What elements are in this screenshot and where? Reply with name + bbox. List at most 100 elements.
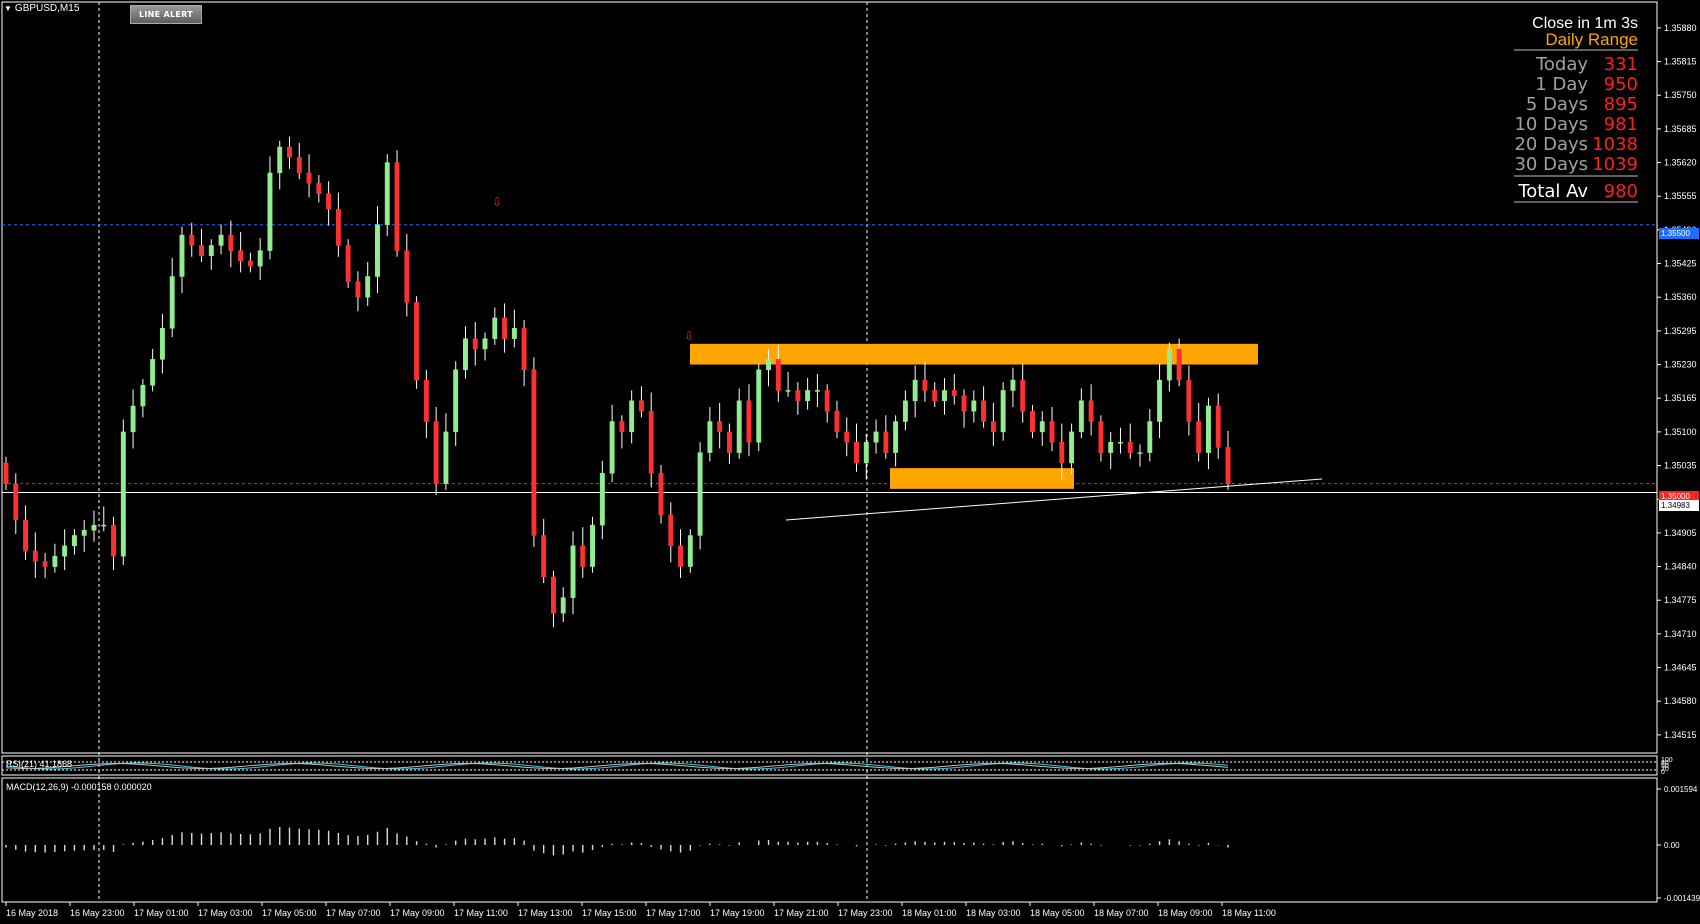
bull-candle <box>1010 379 1016 391</box>
price-tag-red: 1.35000 <box>1659 491 1699 502</box>
bull-candle <box>169 276 175 329</box>
bull-candle <box>365 276 371 298</box>
macd-label: MACD(12,26,9) -0.000158 0.000020 <box>6 782 152 792</box>
bear-candle <box>238 250 244 262</box>
bear-candle <box>111 524 116 557</box>
daily-range-row-value: 981 <box>1603 114 1638 135</box>
bull-candle <box>52 555 58 567</box>
price-axis-label: 1.35360 <box>1664 292 1697 302</box>
price-axis-label: 1.35750 <box>1664 90 1697 100</box>
bear-candle <box>990 421 996 433</box>
bear-candle <box>326 193 332 210</box>
bear-candle <box>335 208 341 246</box>
bear-candle <box>32 550 38 562</box>
bear-candle <box>658 473 664 516</box>
price-axis-label: 1.35880 <box>1664 23 1697 33</box>
price-axis-label: 1.35035 <box>1664 461 1697 471</box>
bear-candle <box>961 395 967 412</box>
bull-candle <box>81 530 87 536</box>
time-axis-label: 18 May 01:00 <box>902 908 957 918</box>
bull-candle <box>453 369 459 433</box>
daily-range-row-value: 1038 <box>1592 134 1638 155</box>
time-axis-label: 16 May 23:00 <box>70 908 125 918</box>
price-axis-label: 1.35295 <box>1664 326 1697 336</box>
bear-candle <box>189 234 195 246</box>
time-axis-label: 18 May 03:00 <box>966 908 1021 918</box>
dropdown-triangle-icon[interactable]: ▼ <box>4 4 12 13</box>
bear-candle <box>638 400 644 412</box>
time-axis-label: 16 May 2018 <box>6 908 58 918</box>
bear-candle <box>1020 379 1026 412</box>
bull-candle <box>590 524 596 567</box>
price-axis-label: 1.35685 <box>1664 124 1697 134</box>
bear-candle <box>423 379 429 422</box>
bull-candle <box>814 390 820 392</box>
bear-candle <box>922 379 928 391</box>
bear-candle <box>1196 421 1202 453</box>
price-tag-blue: 1.35500 <box>1659 228 1699 239</box>
daily-range-row-value: 895 <box>1603 94 1638 115</box>
price-axis-label: 1.34775 <box>1664 595 1697 605</box>
daily-range-row: 30 Days 1039 <box>1512 154 1638 175</box>
main-panel-border <box>1 1 1658 754</box>
bull-candle <box>609 421 615 474</box>
bear-candle <box>541 535 547 578</box>
symbol-label[interactable]: ▼ GBPUSD,M15 <box>4 3 80 14</box>
macd-axis-label: 0.00 <box>1664 841 1680 850</box>
bull-candle <box>756 369 762 443</box>
daily-range-row: 1 Day 950 <box>1512 74 1638 95</box>
bull-candle <box>893 421 899 453</box>
time-axis-label: 17 May 21:00 <box>774 908 829 918</box>
time-axis-label: 17 May 01:00 <box>134 908 189 918</box>
price-axis-label: 1.34710 <box>1664 629 1697 639</box>
resistance-zone <box>690 343 1258 365</box>
bull-candle <box>707 421 713 453</box>
bull-candle <box>697 452 703 536</box>
rsi-label: RSI(21) 41.1868 <box>6 759 73 769</box>
macd-panel-border <box>1 777 1658 903</box>
trend-line <box>785 478 1323 521</box>
bear-candle <box>854 441 859 464</box>
macd-axis-label: 0.001594 <box>1664 785 1698 794</box>
rsi-signal-line <box>5 762 1229 770</box>
bear-candle <box>1215 405 1221 448</box>
bull-candle <box>687 535 693 567</box>
bull-candle <box>560 597 566 614</box>
daily-range-row-value: 331 <box>1603 54 1638 75</box>
bear-candle <box>404 250 410 303</box>
bear-candle <box>932 390 938 402</box>
time-axis-label: 18 May 05:00 <box>1030 908 1085 918</box>
time-axis-label: 18 May 11:00 <box>1222 908 1276 918</box>
bear-candle <box>394 162 400 251</box>
daily-range-row-label: 1 Day <box>1535 74 1588 95</box>
bull-candle <box>1166 348 1172 381</box>
close-timer: Close in 1m 3s <box>1532 15 1638 32</box>
bear-candle <box>228 234 234 251</box>
time-axis-label: 18 May 09:00 <box>1158 908 1213 918</box>
bear-candle <box>1049 421 1055 443</box>
rsi-panel-border <box>1 755 1658 776</box>
daily-range-row-label: 5 Days <box>1525 94 1588 115</box>
bull-candle <box>384 162 390 225</box>
bull-candle <box>1118 441 1123 444</box>
bear-candle <box>648 410 654 474</box>
price-axis-label: 1.35165 <box>1664 393 1697 403</box>
daily-range-row-label: 20 Days <box>1514 134 1588 155</box>
bear-candle <box>717 421 723 433</box>
bear-candle <box>1127 441 1133 453</box>
line-alert-button[interactable]: LINE ALERT <box>130 5 202 24</box>
price-axis-label: 1.34580 <box>1664 696 1697 706</box>
bear-candle <box>1030 410 1035 433</box>
bull-candle <box>736 400 742 453</box>
bull-candle <box>902 400 908 422</box>
bear-candle <box>306 172 312 184</box>
time-axis-label: 17 May 15:00 <box>582 908 637 918</box>
bull-candle <box>140 385 146 407</box>
time-axis-label: 17 May 11:00 <box>454 908 508 918</box>
bull-candle <box>267 172 273 251</box>
bull-candle <box>482 338 488 350</box>
bull-candle <box>971 400 977 412</box>
daily-range-row: 5 Days 895 <box>1512 94 1638 115</box>
time-axis-label: 18 May 07:00 <box>1094 908 1149 918</box>
